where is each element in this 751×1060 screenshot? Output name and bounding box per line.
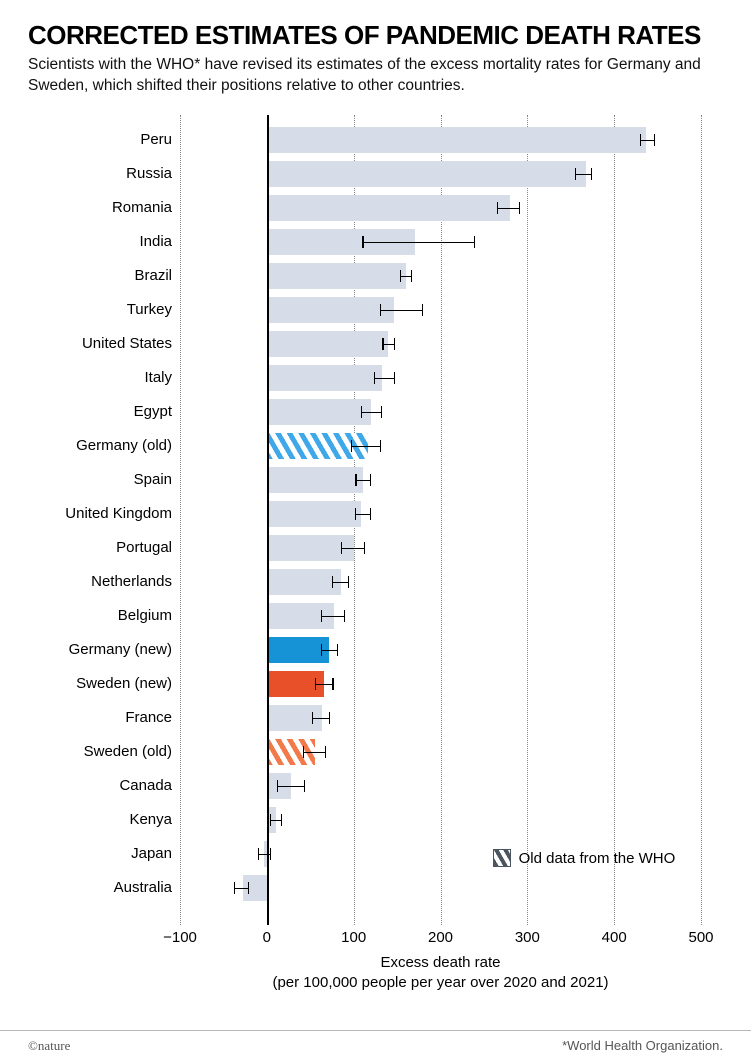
chart-row: Germany (old) xyxy=(180,429,701,463)
bar xyxy=(267,331,389,357)
chart-row: United Kingdom xyxy=(180,497,701,531)
row-label: Australia xyxy=(28,880,172,897)
chart-row: Russia xyxy=(180,157,701,191)
chart-row: Turkey xyxy=(180,293,701,327)
row-label: Netherlands xyxy=(28,574,172,591)
x-axis-subtitle: (per 100,000 people per year over 2020 a… xyxy=(180,973,701,993)
x-tick-label: −100 xyxy=(163,929,197,946)
row-label: Romania xyxy=(28,200,172,217)
chart-row: Germany (new) xyxy=(180,633,701,667)
chart-row: Kenya xyxy=(180,803,701,837)
row-label: India xyxy=(28,234,172,251)
chart-title: CORRECTED ESTIMATES OF PANDEMIC DEATH RA… xyxy=(28,22,723,49)
bar xyxy=(267,399,371,425)
x-tick-label: 200 xyxy=(428,929,453,946)
row-label: Japan xyxy=(28,846,172,863)
chart-row: France xyxy=(180,701,701,735)
chart-row: Canada xyxy=(180,769,701,803)
grid-line xyxy=(701,115,702,925)
bar xyxy=(267,365,382,391)
row-label: Canada xyxy=(28,778,172,795)
chart-row: Italy xyxy=(180,361,701,395)
row-label: Brazil xyxy=(28,268,172,285)
chart-row: Romania xyxy=(180,191,701,225)
row-label: Kenya xyxy=(28,812,172,829)
x-tick-label: 400 xyxy=(602,929,627,946)
bar xyxy=(267,501,362,527)
row-label: Peru xyxy=(28,132,172,149)
bar xyxy=(267,195,510,221)
row-label: Spain xyxy=(28,472,172,489)
chart-row: Spain xyxy=(180,463,701,497)
bar xyxy=(267,161,586,187)
chart-subtitle: Scientists with the WHO* have revised it… xyxy=(28,55,723,97)
row-label: Egypt xyxy=(28,404,172,421)
row-label: Germany (new) xyxy=(28,642,172,659)
chart-row: Netherlands xyxy=(180,565,701,599)
bar xyxy=(267,127,646,153)
legend: Old data from the WHO xyxy=(493,849,676,867)
zero-line xyxy=(267,115,269,925)
chart-row: Peru xyxy=(180,123,701,157)
chart-row: United States xyxy=(180,327,701,361)
chart-row: Portugal xyxy=(180,531,701,565)
row-label: Italy xyxy=(28,370,172,387)
chart-row: Sweden (old) xyxy=(180,735,701,769)
row-label: Sweden (new) xyxy=(28,676,172,693)
row-label: United States xyxy=(28,336,172,353)
legend-label: Old data from the WHO xyxy=(519,850,676,867)
chart-row: Sweden (new) xyxy=(180,667,701,701)
footnote: *World Health Organization. xyxy=(562,1038,723,1053)
x-tick-label: 300 xyxy=(515,929,540,946)
bar xyxy=(267,297,395,323)
row-label: Sweden (old) xyxy=(28,744,172,761)
chart-row: Australia xyxy=(180,871,701,905)
chart-row: Egypt xyxy=(180,395,701,429)
row-label: Germany (old) xyxy=(28,438,172,455)
x-tick-label: 0 xyxy=(263,929,271,946)
row-label: Belgium xyxy=(28,608,172,625)
bar xyxy=(267,467,363,493)
x-tick-label: 100 xyxy=(341,929,366,946)
row-label: Russia xyxy=(28,166,172,183)
row-label: Portugal xyxy=(28,540,172,557)
row-label: France xyxy=(28,710,172,727)
chart-row: Brazil xyxy=(180,259,701,293)
x-axis-title: Excess death rate xyxy=(180,953,701,973)
x-tick-label: 500 xyxy=(688,929,713,946)
credit: ©nature xyxy=(28,1038,70,1054)
chart-row: Belgium xyxy=(180,599,701,633)
chart-row: India xyxy=(180,225,701,259)
footer: ©nature *World Health Organization. xyxy=(0,1030,751,1060)
bar xyxy=(267,263,406,289)
plot-area: −1000100200300400500PeruRussiaRomaniaInd… xyxy=(180,115,701,925)
bar-chart: −1000100200300400500PeruRussiaRomaniaInd… xyxy=(28,115,723,975)
row-label: Turkey xyxy=(28,302,172,319)
bar xyxy=(267,569,341,595)
legend-swatch-hatch xyxy=(493,849,511,867)
row-label: United Kingdom xyxy=(28,506,172,523)
